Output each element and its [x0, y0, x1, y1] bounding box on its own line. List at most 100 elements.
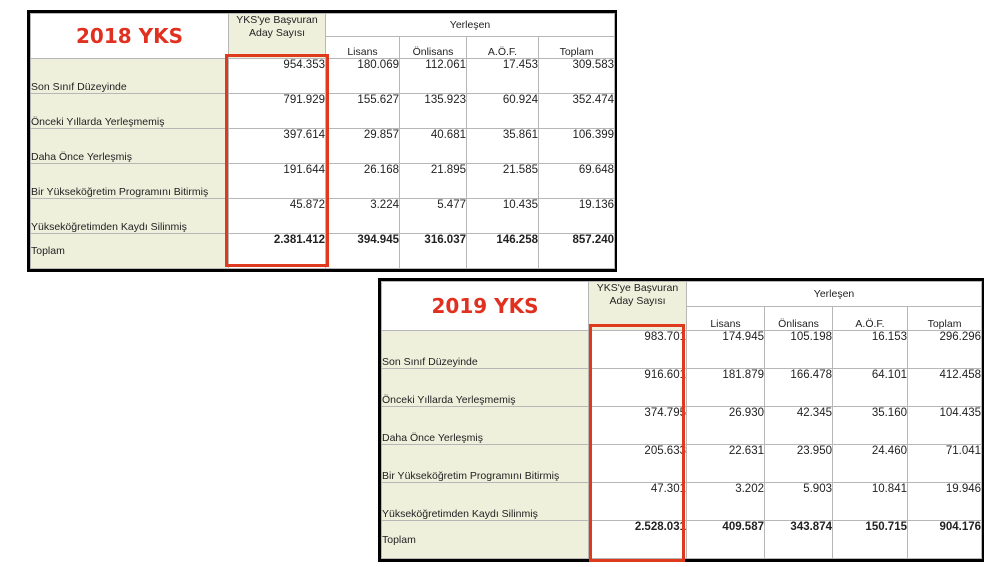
aof-value: 24.460 — [832, 444, 908, 483]
header-placed-group: Yerleşen — [324, 13, 616, 37]
lisans-value: 181.879 — [686, 368, 765, 407]
toplam-value: 296.296 — [906, 330, 983, 369]
applicants-value: 397.614 — [228, 128, 326, 164]
header-applicants: YKS'ye Başvuran Aday Sayısı — [588, 281, 687, 331]
applicants-value: 983.701 — [588, 330, 687, 369]
table-title: 2019 YKS — [381, 281, 589, 331]
header-aof: A.Ö.F. — [832, 306, 908, 331]
header-onlisans: Önlisans — [764, 306, 833, 331]
lisans-value: 180.069 — [325, 58, 400, 94]
toplam-value: 309.583 — [537, 58, 616, 94]
header-toplam: Toplam — [537, 36, 616, 59]
applicants-value: 954.353 — [228, 58, 326, 94]
total-label: Toplam — [381, 520, 589, 559]
applicants-value: 191.644 — [228, 163, 326, 199]
onlisans-value: 21.895 — [399, 163, 467, 199]
table-row: Önceki Yıllarda Yerleşmemiş 916.601 181.… — [381, 368, 983, 407]
aof-value: 10.841 — [832, 482, 908, 521]
table-row: Önceki Yıllarda Yerleşmemiş 791.929 155.… — [30, 93, 616, 129]
total-row: Toplam 2.381.412 394.945 316.037 146.258… — [30, 233, 616, 269]
table-row: Bir Yükseköğretim Programını Bitirmiş 20… — [381, 444, 983, 483]
row-label: Önceki Yıllarda Yerleşmemiş — [30, 93, 229, 129]
table-row: Son Sınıf Düzeyinde 954.353 180.069 112.… — [30, 58, 616, 94]
table-title: 2018 YKS — [30, 13, 229, 59]
onlisans-value: 5.477 — [399, 198, 467, 234]
total-lisans-value: 409.587 — [686, 520, 765, 559]
aof-value: 21.585 — [466, 163, 539, 199]
total-aof-value: 150.715 — [832, 520, 908, 559]
onlisans-value: 23.950 — [764, 444, 833, 483]
applicants-value: 47.301 — [588, 482, 687, 521]
toplam-value: 69.648 — [537, 163, 616, 199]
yks-2019-table-panel: 2019 YKS YKS'ye Başvuran Aday Sayısı Yer… — [378, 278, 984, 562]
total-applicants-value: 2.381.412 — [228, 233, 326, 269]
toplam-value: 106.399 — [537, 128, 616, 164]
toplam-value: 19.136 — [537, 198, 616, 234]
total-lisans-value: 394.945 — [325, 233, 400, 269]
row-label: Bir Yükseköğretim Programını Bitirmiş — [381, 444, 589, 483]
total-onlisans-value: 316.037 — [399, 233, 467, 269]
aof-value: 16.153 — [832, 330, 908, 369]
onlisans-value: 135.923 — [399, 93, 467, 129]
table-row: Daha Önce Yerleşmiş 397.614 29.857 40.68… — [30, 128, 616, 164]
table-row: Daha Önce Yerleşmiş 374.795 26.930 42.34… — [381, 406, 983, 445]
toplam-value: 19.946 — [906, 482, 983, 521]
row-label: Son Sınıf Düzeyinde — [381, 330, 589, 369]
row-label: Daha Önce Yerleşmiş — [381, 406, 589, 445]
row-label: Daha Önce Yerleşmiş — [30, 128, 229, 164]
toplam-value: 104.435 — [906, 406, 983, 445]
onlisans-value: 166.478 — [764, 368, 833, 407]
aof-value: 35.861 — [466, 128, 539, 164]
total-aof-value: 146.258 — [466, 233, 539, 269]
toplam-value: 71.041 — [906, 444, 983, 483]
table-row: Son Sınıf Düzeyinde 983.701 174.945 105.… — [381, 330, 983, 369]
total-applicants-value: 2.528.031 — [588, 520, 687, 559]
lisans-value: 29.857 — [325, 128, 400, 164]
applicants-value: 45.872 — [228, 198, 326, 234]
header-lisans: Lisans — [686, 306, 765, 331]
onlisans-value: 112.061 — [399, 58, 467, 94]
aof-value: 17.453 — [466, 58, 539, 94]
row-label: Bir Yükseköğretim Programını Bitirmiş — [30, 163, 229, 199]
header-toplam: Toplam — [906, 306, 983, 331]
onlisans-value: 5.903 — [764, 482, 833, 521]
yks-2018-table: 2018 YKS YKS'ye Başvuran Aday Sayısı Yer… — [30, 13, 616, 269]
total-onlisans-value: 343.874 — [764, 520, 833, 559]
onlisans-value: 42.345 — [764, 406, 833, 445]
lisans-value: 26.930 — [686, 406, 765, 445]
onlisans-value: 105.198 — [764, 330, 833, 369]
aof-value: 60.924 — [466, 93, 539, 129]
aof-value: 35.160 — [832, 406, 908, 445]
total-row: Toplam 2.528.031 409.587 343.874 150.715… — [381, 520, 983, 559]
row-label: Yükseköğretimden Kaydı Silinmiş — [381, 482, 589, 521]
row-label: Yükseköğretimden Kaydı Silinmiş — [30, 198, 229, 234]
applicants-value: 374.795 — [588, 406, 687, 445]
lisans-value: 155.627 — [325, 93, 400, 129]
header-placed-group: Yerleşen — [685, 281, 983, 307]
table-row: Yükseköğretimden Kaydı Silinmiş 47.301 3… — [381, 482, 983, 521]
aof-value: 64.101 — [832, 368, 908, 407]
lisans-value: 22.631 — [686, 444, 765, 483]
header-lisans: Lisans — [325, 36, 400, 59]
applicants-value: 205.633 — [588, 444, 687, 483]
applicants-value: 791.929 — [228, 93, 326, 129]
table-row: Yükseköğretimden Kaydı Silinmiş 45.872 3… — [30, 198, 616, 234]
aof-value: 10.435 — [466, 198, 539, 234]
lisans-value: 26.168 — [325, 163, 400, 199]
lisans-value: 3.202 — [686, 482, 765, 521]
total-toplam-value: 857.240 — [537, 233, 616, 269]
toplam-value: 412.458 — [906, 368, 983, 407]
yks-2018-table-panel: 2018 YKS YKS'ye Başvuran Aday Sayısı Yer… — [27, 10, 617, 272]
applicants-value: 916.601 — [588, 368, 687, 407]
lisans-value: 174.945 — [686, 330, 765, 369]
row-label: Son Sınıf Düzeyinde — [30, 58, 229, 94]
total-label: Toplam — [30, 233, 229, 269]
row-label: Önceki Yıllarda Yerleşmemiş — [381, 368, 589, 407]
header-aof: A.Ö.F. — [466, 36, 539, 59]
onlisans-value: 40.681 — [399, 128, 467, 164]
lisans-value: 3.224 — [325, 198, 400, 234]
header-onlisans: Önlisans — [399, 36, 467, 59]
toplam-value: 352.474 — [537, 93, 616, 129]
total-toplam-value: 904.176 — [906, 520, 983, 559]
header-applicants: YKS'ye Başvuran Aday Sayısı — [228, 13, 326, 59]
